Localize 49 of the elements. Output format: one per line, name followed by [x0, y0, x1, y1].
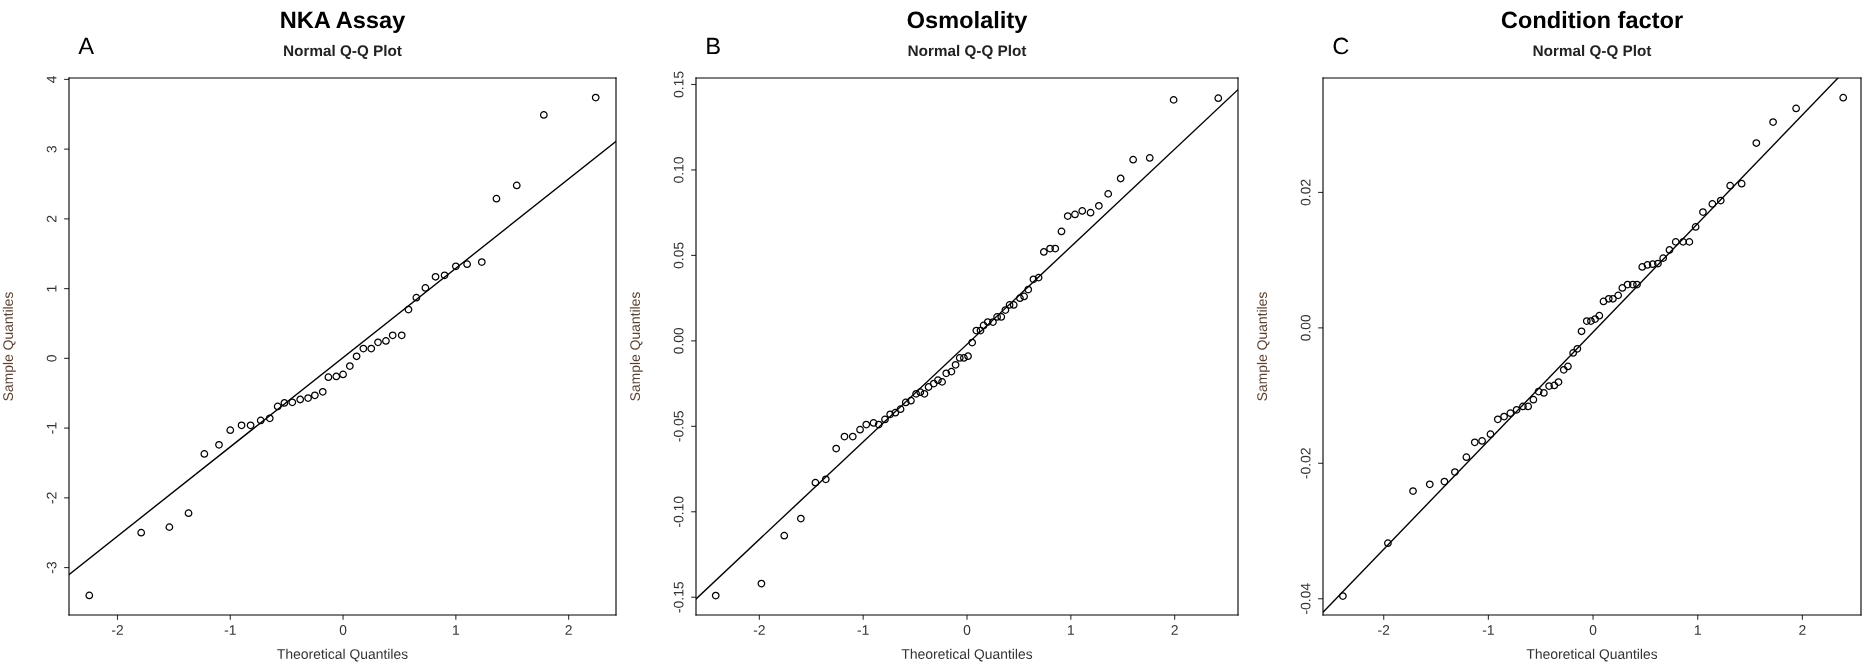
chart-title: Osmolality [907, 11, 1028, 33]
y-tick-label: 2 [46, 215, 57, 223]
y-tick-label: -3 [46, 562, 57, 574]
y-tick-label: -0.10 [673, 496, 684, 527]
x-tick-label: -1 [857, 625, 869, 635]
y-tick-label: 0.00 [673, 327, 684, 354]
x-tick-label: -2 [1378, 625, 1390, 635]
chart-subtitle: Normal Q-Q Plot [1533, 44, 1652, 59]
x-tick-label: -1 [224, 625, 236, 635]
x-axis-title: Theoretical Quantiles [1526, 648, 1658, 662]
y-tick-label: 0.00 [1300, 314, 1311, 341]
x-tick-label: 0 [963, 625, 971, 635]
y-tick-label: -0.05 [673, 411, 684, 442]
chart-subtitle: Normal Q-Q Plot [908, 44, 1027, 59]
text: C [1333, 37, 1349, 55]
x-tick-label: -2 [111, 625, 123, 635]
x-axis-title: Theoretical Quantiles [901, 648, 1033, 662]
y-axis-title: Sample Quantiles [2, 292, 16, 401]
y-axis-title: Sample Quantiles [1256, 292, 1270, 401]
text: B [707, 37, 720, 55]
x-tick-label: -1 [1482, 625, 1494, 635]
y-tick-label: 0.05 [673, 242, 684, 269]
text: A [78, 37, 95, 55]
x-tick-label: -2 [753, 625, 765, 635]
y-tick-label: 4 [46, 75, 57, 83]
y-tick-label: 0.02 [1300, 179, 1311, 206]
y-axis-title: Sample Quantiles [629, 292, 643, 401]
y-tick-label: -2 [46, 492, 57, 504]
x-tick-label: 2 [1171, 625, 1178, 635]
y-tick-label: -0.04 [1300, 583, 1311, 614]
x-tick-label: 1 [1694, 625, 1701, 635]
y-tick-label: -0.15 [673, 581, 684, 613]
y-tick-label: 0 [46, 355, 57, 362]
chart-subtitle: Normal Q-Q Plot [284, 44, 402, 59]
x-tick-label: 1 [1068, 625, 1075, 635]
chart-title: Condition factor [1501, 11, 1683, 29]
y-tick-label: 0.10 [673, 156, 684, 183]
x-tick-label: 2 [1799, 625, 1806, 635]
x-tick-label: 2 [565, 625, 572, 635]
y-tick-label: 0.15 [673, 71, 684, 98]
y-tick-label: -1 [46, 422, 57, 434]
x-tick-label: 1 [453, 625, 460, 635]
y-tick-label: -0.02 [1300, 448, 1311, 479]
chart-title: NKA Assay [281, 11, 406, 33]
y-tick-label: 1 [46, 285, 57, 292]
x-tick-label: 0 [339, 625, 347, 635]
y-tick-label: 3 [46, 145, 57, 153]
x-tick-label: 0 [1589, 625, 1597, 635]
x-axis-title: Theoretical Quantiles [277, 648, 408, 662]
